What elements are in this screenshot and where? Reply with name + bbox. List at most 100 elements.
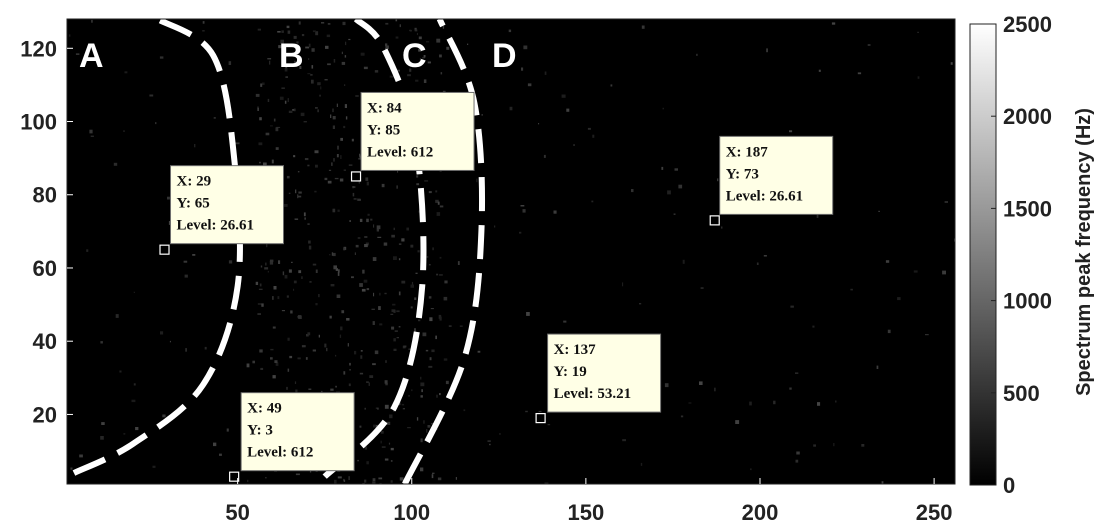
heatmap-speckle bbox=[481, 114, 483, 116]
heatmap-speckle bbox=[439, 274, 443, 276]
heatmap-speckle bbox=[418, 319, 421, 322]
heatmap-speckle bbox=[519, 231, 522, 234]
heatmap-speckle bbox=[185, 348, 187, 352]
heatmap-speckle bbox=[393, 348, 397, 351]
heatmap-speckle bbox=[345, 41, 347, 46]
heatmap-speckle bbox=[436, 394, 438, 398]
region-label-b: B bbox=[279, 37, 304, 75]
heatmap-speckle bbox=[592, 134, 595, 138]
heatmap-speckle bbox=[876, 365, 879, 369]
plot-frame bbox=[66, 18, 956, 485]
heatmap-speckle bbox=[587, 127, 591, 130]
heatmap-speckle bbox=[286, 386, 288, 390]
colorbar: 0 500 1000 1500 2000 2500 bbox=[969, 12, 1052, 498]
heatmap-speckle bbox=[259, 283, 262, 287]
heatmap-speckle bbox=[333, 252, 336, 257]
heatmap-speckle bbox=[427, 425, 431, 428]
heatmap-speckle bbox=[383, 242, 388, 246]
heatmap-speckle bbox=[260, 83, 263, 87]
heatmap-speckle bbox=[259, 349, 263, 353]
heatmap-speckle bbox=[640, 462, 643, 466]
heatmap-speckle bbox=[538, 410, 542, 412]
heatmap-speckle bbox=[717, 178, 719, 182]
heatmap-speckle bbox=[398, 243, 402, 245]
heatmap-speckle bbox=[763, 255, 767, 257]
heatmap-speckle bbox=[509, 106, 513, 111]
heatmap-speckle bbox=[271, 159, 274, 164]
heatmap-speckle bbox=[286, 175, 290, 179]
heatmap-speckle bbox=[418, 36, 422, 40]
heatmap-speckle bbox=[297, 357, 301, 360]
heatmap-speckle bbox=[329, 254, 331, 256]
heatmap-speckle bbox=[320, 86, 322, 90]
heatmap-speckle bbox=[553, 210, 557, 214]
heatmap-speckle bbox=[339, 178, 344, 182]
heatmap-speckle bbox=[428, 365, 433, 368]
heatmap-speckle bbox=[674, 168, 678, 171]
heatmap-speckle bbox=[258, 288, 263, 290]
heatmap-speckle bbox=[303, 212, 306, 217]
heatmap-speckle bbox=[267, 58, 272, 60]
heatmap-speckle bbox=[275, 147, 279, 150]
heatmap-speckle bbox=[352, 186, 355, 189]
heatmap-speckle bbox=[376, 225, 381, 230]
heatmap-speckle bbox=[544, 482, 549, 484]
heatmap-speckle bbox=[168, 221, 171, 225]
heatmap-speckle bbox=[100, 436, 104, 440]
heatmap-speckle bbox=[280, 39, 284, 44]
heatmap-speckle bbox=[415, 79, 419, 82]
heatmap-speckle bbox=[272, 375, 276, 379]
heatmap-speckle bbox=[380, 440, 382, 444]
heatmap-speckle bbox=[86, 249, 89, 252]
heatmap-speckle bbox=[680, 415, 684, 418]
heatmap-speckle bbox=[262, 82, 265, 85]
heatmap-speckle bbox=[294, 60, 296, 65]
heatmap-speckle bbox=[435, 335, 437, 340]
heatmap-speckle bbox=[369, 375, 374, 378]
heatmap-speckle bbox=[750, 468, 752, 471]
heatmap-speckle bbox=[257, 313, 261, 315]
heatmap-speckle bbox=[331, 162, 333, 166]
heatmap-speckle bbox=[272, 296, 274, 300]
heatmap-speckle bbox=[333, 59, 336, 63]
heatmap-speckle bbox=[309, 470, 312, 473]
heatmap-speckle bbox=[278, 260, 281, 264]
heatmap-speckle bbox=[393, 309, 396, 313]
heatmap-speckle bbox=[393, 338, 396, 342]
heatmap-speckle bbox=[543, 154, 546, 158]
heatmap-speckle bbox=[522, 209, 526, 213]
heatmap-speckle bbox=[796, 451, 800, 455]
heatmap-speckle bbox=[407, 74, 411, 77]
heatmap-speckle bbox=[335, 385, 337, 388]
heatmap-speckle bbox=[402, 408, 405, 410]
datatip-text: Y: 19 bbox=[554, 364, 587, 380]
heatmap-speckle bbox=[403, 345, 407, 348]
heatmap-speckle bbox=[331, 252, 334, 256]
datatip-3: X: 187 Y: 73 Level: 26.61 bbox=[709, 135, 834, 226]
heatmap-speckle bbox=[282, 271, 285, 276]
heatmap-speckle bbox=[360, 350, 363, 352]
heatmap-speckle bbox=[396, 310, 400, 313]
heatmap-speckle bbox=[281, 310, 285, 312]
heatmap-speckle bbox=[269, 259, 274, 262]
datatip-box bbox=[547, 333, 662, 413]
heatmap-speckle bbox=[591, 200, 594, 203]
heatmap-speckle bbox=[324, 343, 327, 348]
heatmap-speckle bbox=[301, 34, 305, 37]
heatmap-speckle bbox=[293, 288, 295, 291]
heatmap-speckle bbox=[420, 382, 425, 387]
heatmap-speckle bbox=[442, 25, 445, 29]
heatmap-speckle bbox=[795, 372, 799, 374]
heatmap-speckle bbox=[401, 238, 405, 242]
heatmap-speckle bbox=[308, 240, 311, 244]
colorbar-tick-label: 2000 bbox=[1003, 104, 1052, 129]
heatmap-speckle bbox=[295, 189, 297, 194]
heatmap-speckle bbox=[315, 303, 318, 306]
y-tick-label: 60 bbox=[33, 256, 57, 281]
heatmap-speckle bbox=[351, 276, 354, 279]
heatmap-speckle bbox=[368, 382, 370, 386]
heatmap-speckle bbox=[100, 341, 103, 344]
heatmap-speckle bbox=[159, 56, 164, 59]
heatmap-speckle bbox=[385, 22, 389, 25]
heatmap-speckle bbox=[260, 265, 263, 268]
